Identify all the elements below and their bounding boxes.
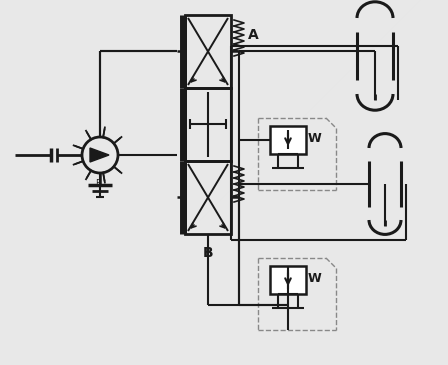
Text: W: W (308, 272, 322, 284)
Bar (185, 15, 231, 88)
Bar (270, 126, 306, 154)
Text: A: A (248, 28, 259, 42)
Bar (185, 161, 231, 234)
Polygon shape (90, 148, 109, 162)
Bar (270, 266, 306, 294)
Text: W: W (308, 131, 322, 145)
Text: B: B (203, 246, 214, 260)
Bar (185, 88, 231, 161)
Text: E: E (95, 178, 100, 188)
